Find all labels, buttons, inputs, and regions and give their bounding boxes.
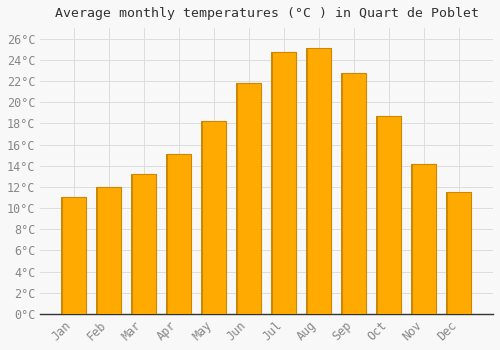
Bar <box>272 52 296 314</box>
Bar <box>167 154 191 314</box>
Bar <box>97 187 121 314</box>
Bar <box>446 192 472 314</box>
Bar <box>202 121 226 314</box>
Bar <box>341 72 367 314</box>
Bar <box>377 116 402 314</box>
Bar <box>448 192 471 314</box>
Title: Average monthly temperatures (°C ) in Quart de Poblet: Average monthly temperatures (°C ) in Qu… <box>54 7 478 20</box>
Bar <box>61 197 87 314</box>
Bar <box>201 121 228 314</box>
Bar <box>166 154 192 314</box>
Bar <box>376 116 402 314</box>
Bar <box>342 72 366 314</box>
Bar <box>236 83 262 314</box>
Bar <box>306 48 332 314</box>
Bar <box>411 163 438 314</box>
Bar <box>132 174 156 314</box>
Bar <box>271 52 297 314</box>
Bar <box>307 48 332 314</box>
Bar <box>412 163 436 314</box>
Bar <box>62 197 86 314</box>
Bar <box>96 187 122 314</box>
Bar <box>237 83 262 314</box>
Bar <box>131 174 157 314</box>
